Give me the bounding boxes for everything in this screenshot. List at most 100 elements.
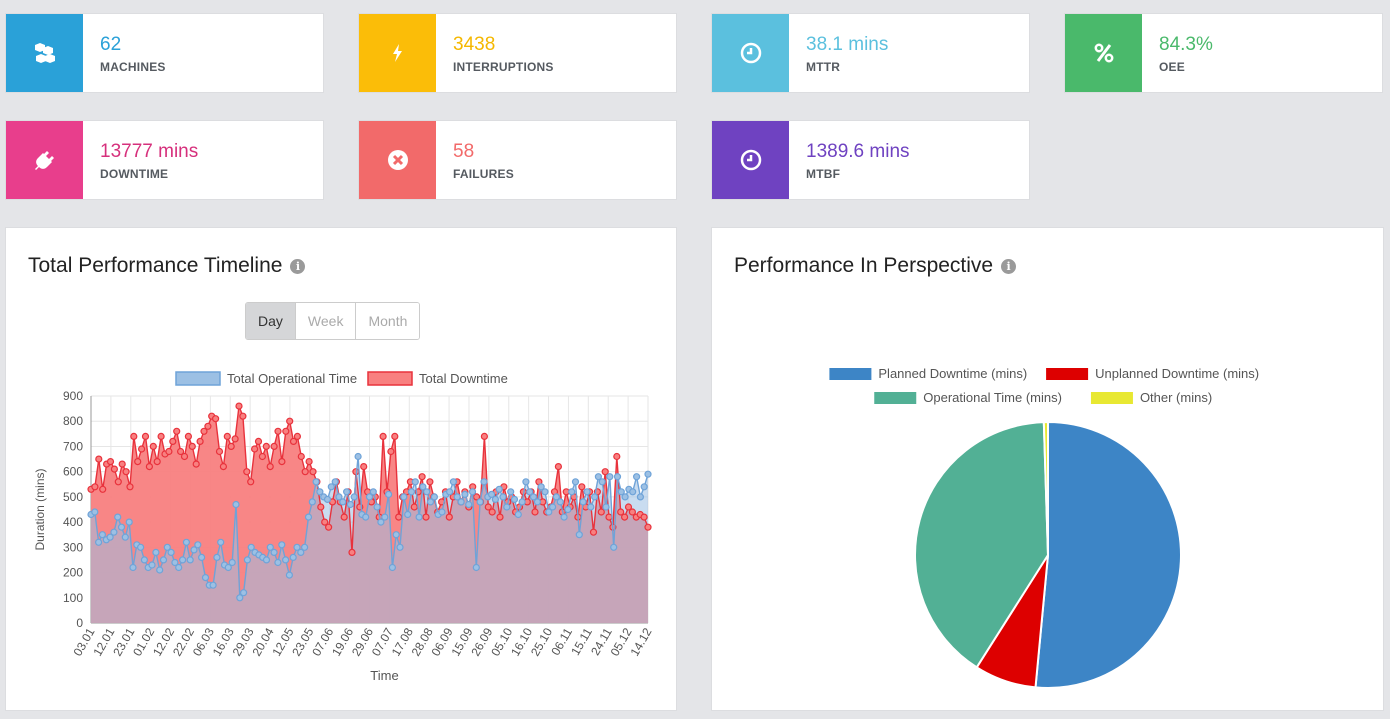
kpi-label: INTERRUPTIONS — [453, 60, 554, 74]
data-point — [545, 508, 553, 516]
kpi-card-interruptions: 3438 INTERRUPTIONS — [358, 13, 677, 93]
data-point — [529, 493, 538, 501]
y-tick-label: 800 — [63, 414, 83, 428]
data-point — [495, 485, 503, 493]
data-point — [325, 523, 333, 531]
data-point — [507, 488, 515, 496]
data-point — [575, 531, 583, 539]
data-point — [636, 493, 645, 501]
data-point — [106, 458, 115, 466]
kpi-value: 58 — [453, 141, 475, 162]
y-tick-label: 600 — [63, 465, 83, 479]
data-point — [449, 478, 457, 486]
data-point — [533, 498, 542, 506]
kpi-label: DOWNTIME — [100, 167, 169, 181]
data-point — [140, 556, 148, 564]
legend-swatch — [874, 392, 917, 404]
data-point — [480, 478, 488, 486]
info-icon[interactable]: i — [290, 258, 306, 274]
data-point — [251, 445, 259, 453]
data-point — [297, 548, 305, 556]
data-point — [510, 495, 519, 503]
data-point — [415, 513, 423, 521]
data-point — [621, 493, 629, 501]
data-point — [182, 538, 190, 546]
data-point — [404, 510, 412, 519]
data-point — [173, 427, 181, 435]
data-point — [196, 437, 204, 445]
data-point — [552, 493, 561, 501]
week-button[interactable]: Week — [294, 303, 356, 339]
kpi-card-mtbf: 1389.6 mins MTBF — [711, 120, 1030, 200]
data-point — [522, 478, 530, 486]
kpi-icon-box — [712, 14, 789, 92]
data-point — [278, 541, 286, 549]
data-point — [560, 513, 568, 521]
data-point — [387, 447, 395, 456]
kpi-icon-box — [6, 121, 83, 199]
legend-swatch — [175, 371, 221, 386]
data-point — [274, 558, 282, 567]
data-point — [312, 478, 320, 486]
pie-chart[interactable]: Planned Downtime (mins) Unplanned Downtim… — [712, 228, 1383, 710]
data-point — [227, 442, 235, 450]
data-point — [392, 531, 400, 539]
data-point — [350, 493, 358, 501]
data-point — [422, 513, 430, 521]
data-point — [379, 432, 387, 440]
data-point — [289, 437, 298, 445]
perspective-panel-title: Performance In Perspective i — [734, 254, 1017, 278]
data-point — [129, 563, 137, 572]
perspective-panel: Performance In Perspective i Planned Dow… — [711, 227, 1384, 711]
data-point — [548, 503, 557, 511]
data-point — [531, 508, 539, 516]
kpi-icon-box — [6, 14, 83, 92]
cubes-icon — [34, 43, 55, 63]
panel-title-text: Performance In Perspective — [734, 254, 994, 277]
data-point — [94, 538, 103, 546]
data-point — [243, 556, 251, 564]
data-point — [305, 458, 313, 466]
data-point — [617, 508, 625, 516]
data-point — [321, 518, 329, 526]
data-point — [309, 468, 317, 476]
data-point — [274, 427, 282, 435]
data-point — [468, 488, 477, 496]
data-point — [514, 510, 522, 519]
data-point — [141, 432, 150, 440]
data-point — [472, 563, 480, 572]
data-point — [247, 478, 255, 486]
data-point — [204, 422, 212, 430]
percent-icon — [1094, 43, 1113, 63]
data-point — [407, 488, 416, 496]
timeline-chart[interactable]: Total Operational Time Total Downtime 0 100… — [6, 228, 676, 710]
legend-label: Unplanned Downtime (mins) — [1095, 366, 1259, 381]
data-point — [453, 493, 461, 501]
data-point — [286, 417, 294, 425]
y-tick-label: 0 — [76, 616, 83, 630]
data-point — [266, 463, 274, 471]
kpi-value: 1389.6 mins — [806, 141, 910, 162]
data-point — [365, 493, 374, 501]
data-point — [601, 468, 609, 476]
month-button[interactable]: Month — [355, 303, 420, 339]
info-icon[interactable]: i — [1001, 258, 1017, 274]
x-axis-title: Time — [370, 668, 398, 683]
data-point — [137, 543, 145, 551]
y-tick-label: 200 — [63, 566, 83, 580]
data-point — [323, 495, 332, 503]
data-point — [98, 531, 107, 539]
y-tick-label: 300 — [63, 540, 83, 554]
data-point — [301, 468, 309, 476]
pie-slice — [1042, 420, 1049, 556]
data-point — [184, 432, 192, 440]
day-button[interactable]: Day — [246, 303, 295, 339]
data-point — [335, 493, 343, 501]
data-point — [610, 543, 618, 551]
data-point — [388, 563, 396, 572]
data-point — [301, 543, 309, 551]
data-point — [629, 488, 637, 496]
data-point — [503, 503, 511, 511]
data-point — [106, 533, 114, 541]
y-tick-label: 400 — [63, 515, 83, 529]
